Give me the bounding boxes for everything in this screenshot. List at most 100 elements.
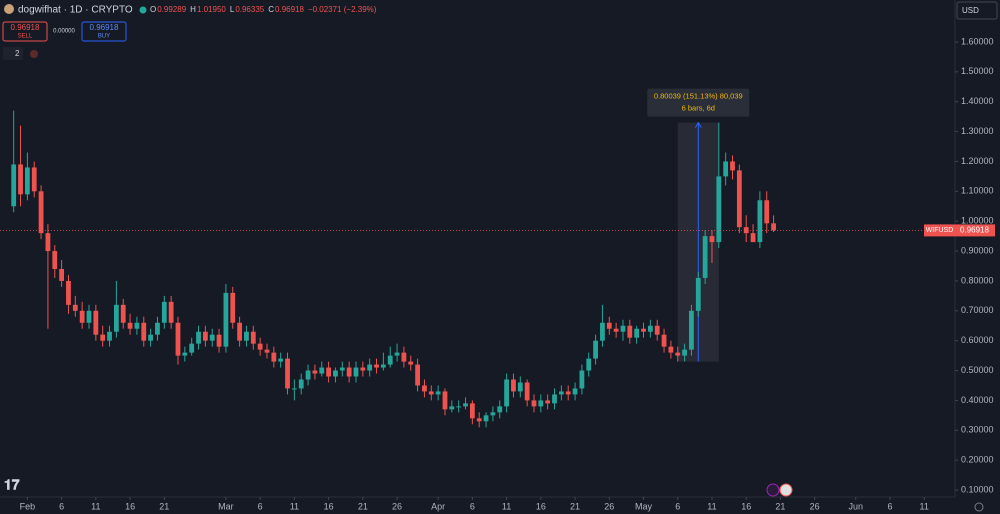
- ohlc-value: 1.01950: [197, 5, 226, 14]
- candle-body: [511, 379, 516, 392]
- candle-body: [579, 370, 585, 389]
- candle-body: [613, 328, 619, 332]
- candle-body: [469, 403, 475, 419]
- candle-body: [641, 328, 646, 332]
- candle-body: [716, 176, 722, 243]
- candle-body: [490, 412, 496, 416]
- ohlc-value: 0.99289: [157, 5, 186, 14]
- candle-body: [250, 331, 256, 344]
- y-tick-label: 0.60000: [961, 335, 994, 345]
- settings-icon[interactable]: [974, 502, 984, 512]
- currency-button[interactable]: [956, 1, 998, 20]
- y-tick-label: 0.10000: [961, 484, 994, 494]
- x-tick-label: 26: [810, 501, 820, 511]
- candle-body: [750, 233, 756, 243]
- candle-body: [38, 191, 44, 234]
- buy-label: BUY: [98, 34, 110, 40]
- candle-body: [31, 167, 37, 192]
- measure-span: 6 bars, 6d: [682, 104, 715, 113]
- candle-body: [394, 352, 400, 356]
- candle-body: [558, 391, 564, 395]
- candle-body: [18, 164, 23, 195]
- candle-body: [422, 385, 427, 392]
- x-tick-label: 16: [741, 501, 751, 511]
- x-tick-label: 21: [775, 501, 785, 511]
- candle-body: [244, 331, 249, 341]
- candle-body: [134, 322, 140, 329]
- market-status: [139, 6, 147, 14]
- candle-body: [196, 331, 201, 344]
- candle-body: [11, 164, 17, 207]
- x-tick-label: 11: [502, 501, 511, 511]
- ohlc-change: −0.02371 (−2.39%): [308, 5, 377, 14]
- candle-body: [771, 223, 776, 231]
- candle-body: [743, 227, 749, 234]
- x-tick-label: May: [635, 501, 653, 511]
- x-tick-label: 11: [290, 501, 299, 511]
- candle-body: [524, 382, 530, 401]
- y-tick-label: 1.00000: [961, 216, 994, 226]
- candle-body: [360, 367, 366, 371]
- ohlc-key: C: [268, 5, 274, 14]
- candle-body: [298, 379, 304, 389]
- candle-body: [675, 352, 681, 356]
- candle-body: [545, 400, 551, 404]
- candle-body: [339, 367, 345, 371]
- candle-body: [230, 292, 236, 323]
- ohlc-value: 0.96335: [235, 5, 264, 14]
- candle-body: [709, 236, 715, 243]
- candle-body: [168, 301, 174, 323]
- y-tick-label: 1.40000: [961, 96, 994, 106]
- y-tick-label: 1.50000: [961, 66, 994, 76]
- candle-body: [120, 304, 126, 323]
- event-icon: [766, 483, 780, 497]
- candle-body: [647, 325, 653, 332]
- ohlc-key: H: [190, 5, 196, 14]
- y-tick-label: 1.10000: [961, 186, 994, 196]
- candle-body: [305, 370, 311, 380]
- candle-body: [380, 364, 386, 368]
- candle-body: [531, 400, 537, 407]
- x-tick-label: 16: [324, 501, 334, 511]
- sell-button[interactable]: [2, 21, 48, 42]
- candle-body: [689, 310, 694, 350]
- candle-body: [141, 322, 147, 341]
- candle-body: [456, 406, 462, 408]
- candle-body: [59, 268, 65, 281]
- candle-body: [182, 352, 188, 356]
- candle-body: [401, 352, 407, 362]
- candle-body: [257, 343, 263, 350]
- indicators-count: 2: [15, 49, 20, 58]
- candle-body: [572, 388, 578, 395]
- symbol-tag-text: WIFUSD: [926, 227, 954, 234]
- x-tick-label: 6: [59, 501, 64, 511]
- candle-body: [600, 322, 605, 341]
- x-tick-label: 21: [159, 501, 169, 511]
- buy-button[interactable]: [81, 21, 127, 42]
- symbol: dogwifhat · 1D · CRYPTO: [18, 5, 133, 16]
- candle-body: [278, 358, 284, 362]
- candle-body: [620, 325, 626, 332]
- measure-arrowhead: [694, 121, 702, 128]
- indicators-toggle[interactable]: [3, 47, 23, 60]
- candle-body: [353, 367, 359, 377]
- y-tick-label: 0.50000: [961, 365, 994, 375]
- candle-body: [202, 331, 208, 341]
- candle-body: [291, 388, 297, 390]
- candle-body: [661, 334, 667, 347]
- candle-body: [435, 391, 441, 395]
- candle-body: [374, 364, 379, 368]
- candle-body: [66, 280, 71, 305]
- x-tick-label: 26: [604, 501, 614, 511]
- candle-body: [209, 334, 215, 341]
- candle-body: [695, 277, 701, 311]
- x-tick-label: 11: [920, 501, 929, 511]
- x-tick-label: 6: [675, 501, 680, 511]
- price-tag: [955, 224, 995, 237]
- candle-body: [326, 367, 331, 377]
- candle-body: [483, 415, 489, 422]
- candle-body: [497, 406, 503, 413]
- candle-body: [216, 334, 222, 347]
- price-tag-text: 0.96918: [960, 226, 989, 235]
